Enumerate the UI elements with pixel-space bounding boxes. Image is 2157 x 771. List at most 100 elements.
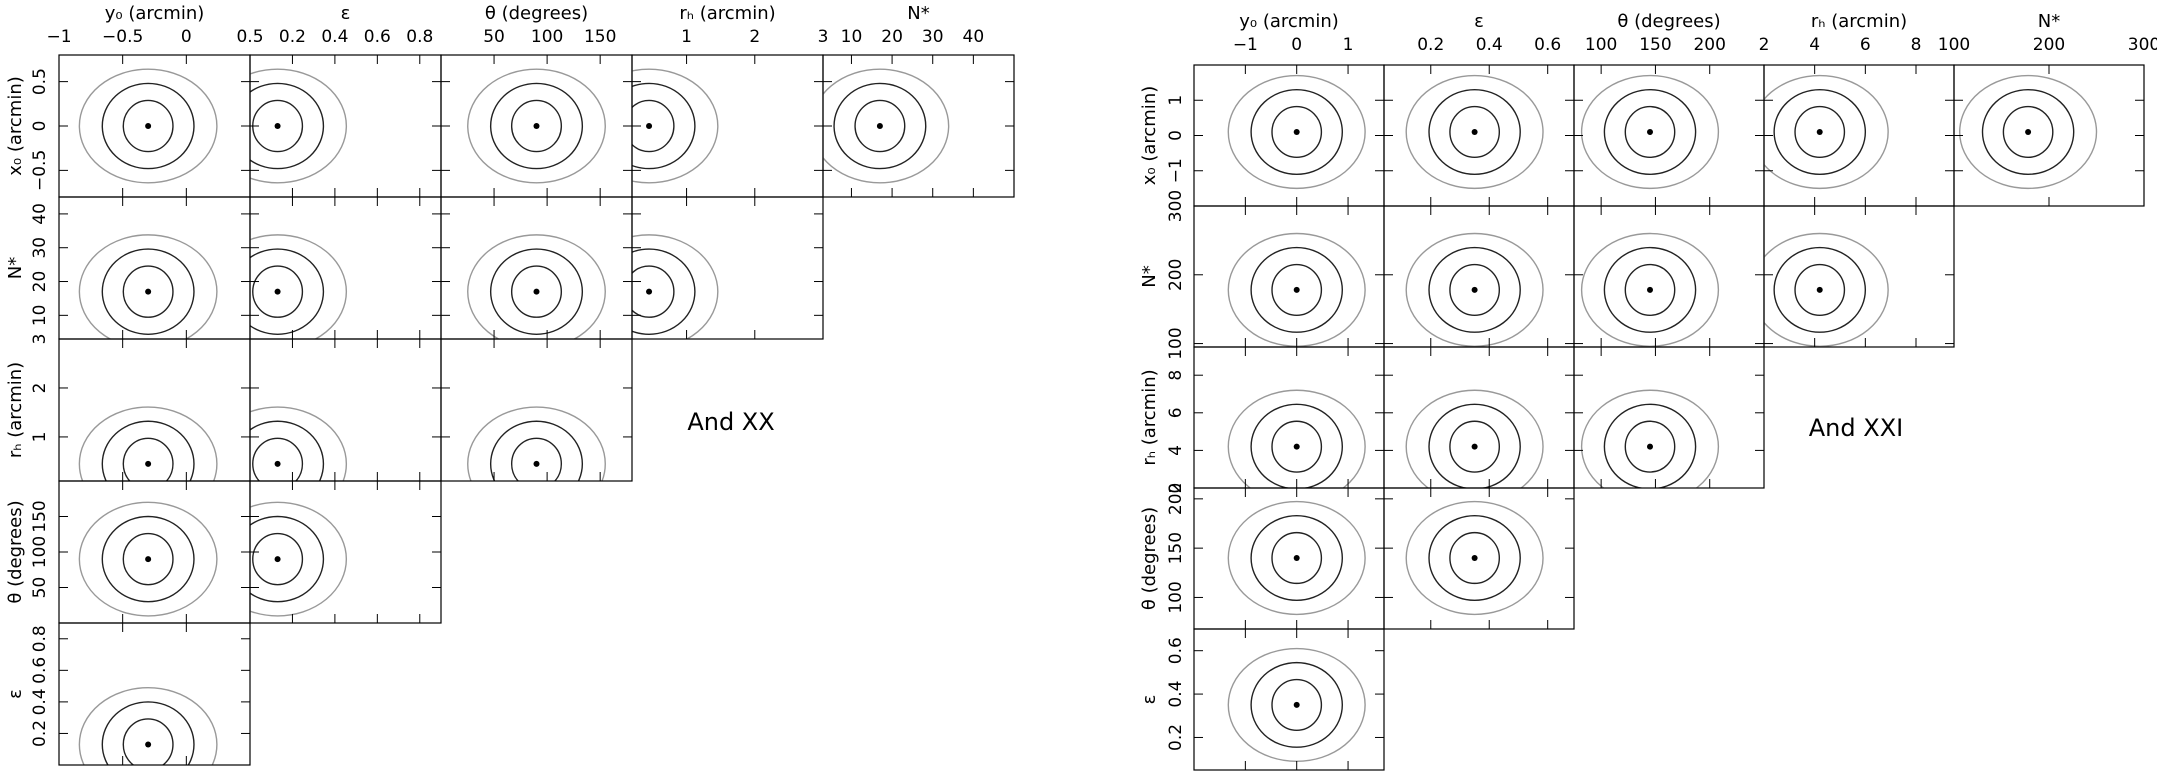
x-tick-label: 10	[841, 27, 863, 47]
panel	[1580, 74, 1720, 190]
contour	[632, 68, 719, 184]
panel-frame	[1573, 205, 1765, 348]
y-tick-label: 1	[30, 432, 50, 443]
y-tick-label: 30	[30, 237, 50, 259]
x-tick-label: 2	[749, 27, 760, 47]
panel	[78, 687, 218, 765]
contour	[78, 68, 218, 184]
y-axis-label: N*	[5, 257, 26, 279]
best-fit-point	[1293, 443, 1300, 450]
y-tick-label: 0.2	[1166, 724, 1186, 751]
y-tick-label: 0.4	[1166, 681, 1186, 708]
contour	[101, 420, 195, 481]
contour	[1227, 389, 1366, 488]
panel	[632, 68, 719, 184]
panel-frame	[1383, 205, 1575, 348]
x-tick-label: 0.8	[406, 27, 433, 47]
x-axis-label: N*	[907, 3, 929, 24]
y-tick-label: 0.6	[30, 657, 50, 684]
best-fit-point	[1816, 286, 1823, 293]
contour	[632, 82, 696, 170]
x-tick-label: 0	[181, 27, 192, 47]
x-tick-label: 8	[1911, 35, 1922, 55]
contour	[854, 99, 906, 153]
x-tick-label: −0.5	[102, 27, 143, 47]
panel-frame	[58, 54, 251, 198]
contour	[1764, 232, 1889, 347]
x-axis-label: rₕ (arcmin)	[679, 3, 775, 24]
contour	[1271, 420, 1323, 473]
y-tick-label: 50	[30, 577, 50, 599]
contour	[510, 99, 563, 153]
annotation: And XXI	[1809, 414, 1903, 442]
contour	[489, 420, 584, 481]
best-fit-point	[1816, 128, 1823, 135]
panel-frame	[1193, 628, 1385, 771]
y-axis-label: ε	[5, 689, 26, 699]
contour	[1603, 88, 1697, 175]
contour	[1227, 74, 1366, 190]
contour	[1250, 515, 1344, 602]
y-axis-label: x₀ (arcmin)	[5, 76, 26, 176]
panel-frame	[58, 622, 251, 766]
contour	[1250, 246, 1344, 333]
panel	[1764, 74, 1889, 190]
x-tick-label: 1	[1343, 35, 1354, 55]
contour	[1405, 500, 1544, 616]
x-tick-label: 0.5	[236, 27, 263, 47]
x-tick-label: 1	[681, 27, 692, 47]
contour	[101, 515, 195, 603]
contour	[252, 265, 304, 318]
panel-frame	[1193, 64, 1385, 207]
contour	[1405, 232, 1544, 347]
contour	[250, 234, 348, 339]
x-tick-label: 0.2	[1417, 35, 1444, 55]
x-tick-label: 150	[1639, 35, 1671, 55]
y-tick-label: 0.4	[30, 688, 50, 715]
y-tick-label: −0.5	[30, 150, 50, 191]
best-fit-point	[876, 123, 883, 129]
contour	[1271, 105, 1323, 159]
x-tick-label: 0.2	[279, 27, 306, 47]
contour	[1794, 263, 1846, 316]
best-fit-point	[145, 288, 152, 295]
contour	[101, 248, 195, 335]
contour	[78, 687, 218, 765]
x-tick-label: 200	[1693, 35, 1725, 55]
panel	[1405, 232, 1544, 347]
y-axis-label: rₕ (arcmin)	[1139, 369, 1160, 465]
panel	[250, 68, 348, 184]
panel-frame	[1573, 64, 1765, 207]
panel	[78, 406, 218, 481]
best-fit-point	[1293, 555, 1300, 562]
best-fit-point	[274, 460, 281, 467]
x-axis-label: θ (degrees)	[1617, 11, 1720, 32]
contour	[250, 515, 325, 603]
contour	[122, 99, 174, 153]
panel-frame	[1193, 487, 1385, 630]
panel	[1580, 232, 1720, 347]
best-fit-point	[274, 556, 281, 563]
contour	[823, 68, 950, 184]
contour	[1250, 88, 1344, 175]
contour	[510, 437, 563, 481]
panel-frame	[1193, 205, 1385, 348]
best-fit-point	[1471, 286, 1478, 293]
contour	[510, 265, 563, 318]
contour	[467, 406, 606, 481]
y-tick-label: 6	[1166, 407, 1186, 418]
y-tick-label: 2	[1166, 483, 1186, 494]
x-tick-label: 100	[1938, 35, 1970, 55]
best-fit-point	[1471, 555, 1478, 562]
best-fit-point	[1471, 128, 1478, 135]
panel-frame	[58, 338, 251, 482]
panel	[1958, 74, 2098, 190]
y-tick-label: 4	[1166, 445, 1186, 456]
contour	[78, 234, 218, 339]
x-tick-label: −1	[1233, 35, 1258, 55]
y-tick-label: 0	[30, 121, 50, 132]
contour	[252, 437, 304, 481]
contour	[632, 99, 675, 153]
contour	[1624, 105, 1676, 159]
